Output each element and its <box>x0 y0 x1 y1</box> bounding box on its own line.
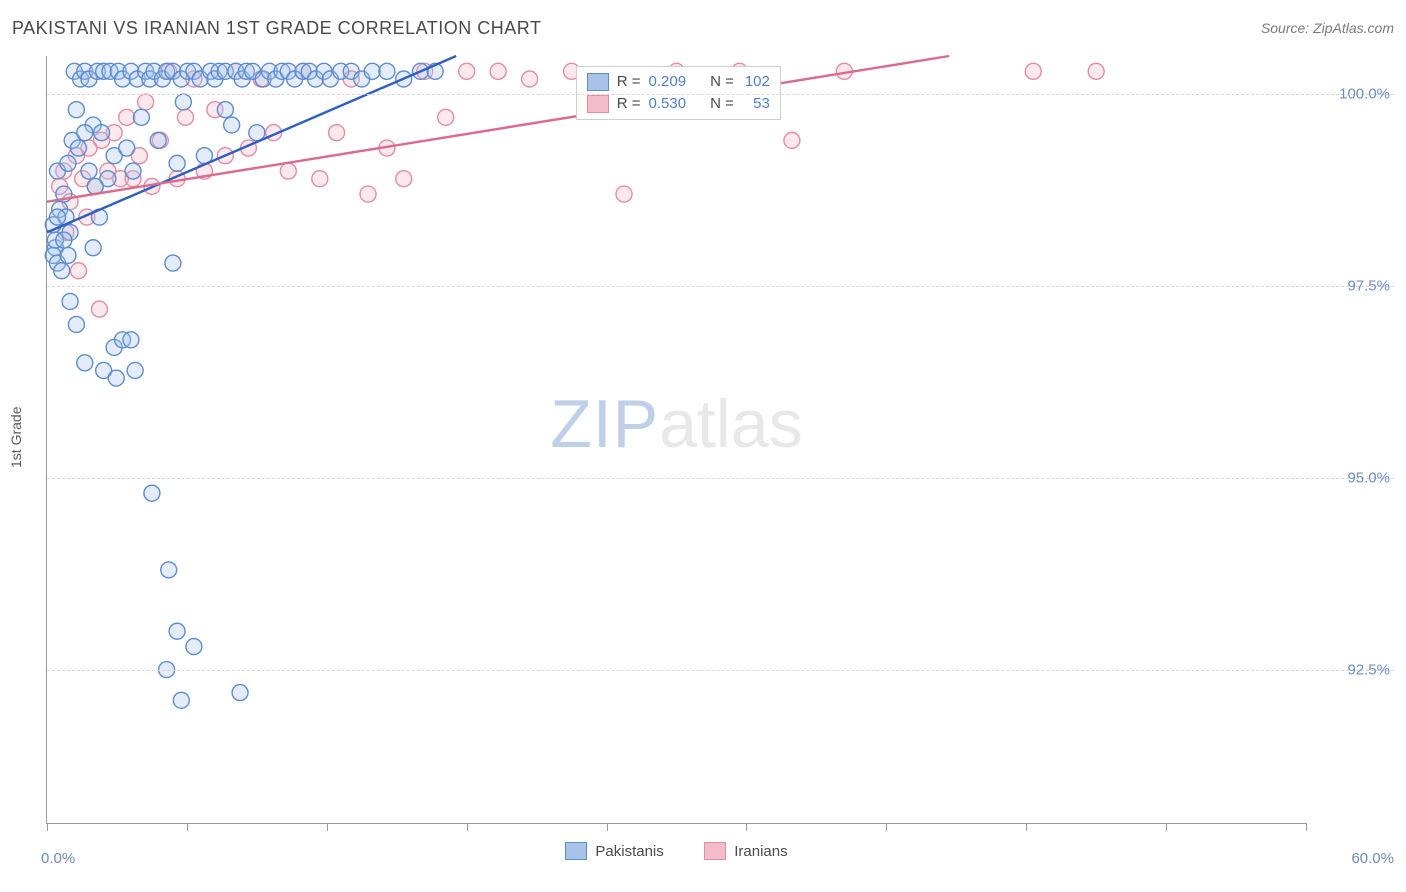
chart-title: PAKISTANI VS IRANIAN 1ST GRADE CORRELATI… <box>12 18 541 38</box>
n-value: 53 <box>742 93 770 115</box>
source-text: Source: ZipAtlas.com <box>1261 20 1394 36</box>
r-value: 0.209 <box>649 71 687 93</box>
legend-label: Pakistanis <box>595 843 663 860</box>
y-tick-label: 97.5% <box>1347 278 1390 295</box>
x-axis-max-label: 60.0% <box>1351 850 1394 867</box>
y-axis-title: 1st Grade <box>8 407 24 468</box>
legend-label: Iranians <box>734 843 787 860</box>
y-tick-label: 92.5% <box>1347 661 1390 678</box>
r-label: R = <box>617 71 641 93</box>
legend-swatch <box>587 95 609 113</box>
x-axis-min-label: 0.0% <box>41 850 75 867</box>
n-label: N = <box>710 71 734 93</box>
legend-swatch <box>587 73 609 91</box>
stats-legend-row: R = 0.530 N = 53 <box>587 93 770 115</box>
r-label: R = <box>617 93 641 115</box>
stats-legend-row: R = 0.209 N = 102 <box>587 71 770 93</box>
legend-swatch <box>565 842 587 860</box>
legend-swatch <box>704 842 726 860</box>
n-label: N = <box>710 93 734 115</box>
y-tick-label: 95.0% <box>1347 469 1390 486</box>
plot-svg <box>47 56 1306 823</box>
r-value: 0.530 <box>649 93 687 115</box>
y-tick-label: 100.0% <box>1339 86 1390 103</box>
legend-item: Pakistanis <box>565 842 663 860</box>
stats-legend: R = 0.209 N = 102 R = 0.530 N = 53 <box>576 66 781 120</box>
series-legend: Pakistanis Iranians <box>47 842 1306 865</box>
chart-container: 1st Grade ZIPatlas R = 0.209 N = 102 R =… <box>12 56 1394 880</box>
header: PAKISTANI VS IRANIAN 1ST GRADE CORRELATI… <box>12 18 1394 48</box>
legend-item: Iranians <box>704 842 787 860</box>
plot-area: ZIPatlas R = 0.209 N = 102 R = 0.530 N =… <box>46 56 1306 824</box>
n-value: 102 <box>742 71 770 93</box>
